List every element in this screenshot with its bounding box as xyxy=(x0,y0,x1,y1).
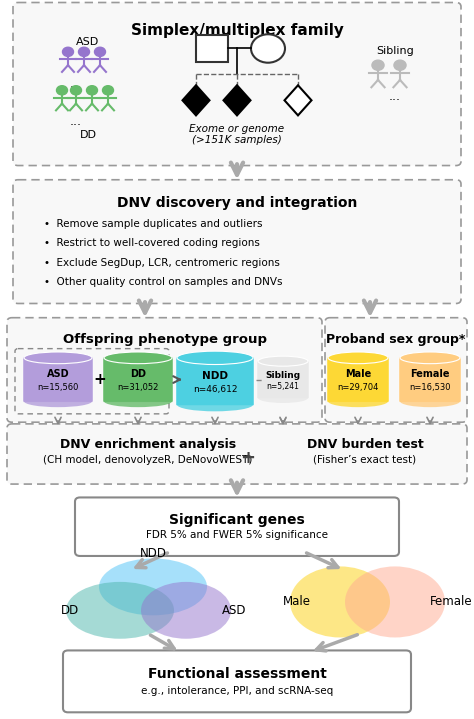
Text: n=16,530: n=16,530 xyxy=(409,383,451,392)
Circle shape xyxy=(102,86,113,95)
FancyBboxPatch shape xyxy=(7,424,467,484)
FancyBboxPatch shape xyxy=(176,357,254,406)
Text: (CH model, denovolyzeR, DeNovoWEST): (CH model, denovolyzeR, DeNovoWEST) xyxy=(43,455,253,464)
Text: n=29,704: n=29,704 xyxy=(337,383,379,392)
Text: Simplex/multiplex family: Simplex/multiplex family xyxy=(130,24,344,38)
FancyBboxPatch shape xyxy=(327,357,389,402)
FancyBboxPatch shape xyxy=(325,318,467,422)
Text: DNV enrichment analysis: DNV enrichment analysis xyxy=(60,438,236,451)
Ellipse shape xyxy=(177,398,253,411)
Circle shape xyxy=(94,47,106,56)
Text: ...: ... xyxy=(389,91,401,104)
Ellipse shape xyxy=(24,352,92,364)
Circle shape xyxy=(79,47,90,56)
Text: e.g., intolerance, PPI, and scRNA-seq: e.g., intolerance, PPI, and scRNA-seq xyxy=(141,685,333,695)
FancyBboxPatch shape xyxy=(103,357,173,402)
Circle shape xyxy=(394,60,406,70)
Text: +: + xyxy=(94,372,106,387)
Polygon shape xyxy=(182,86,210,115)
Text: Male: Male xyxy=(283,595,311,608)
Text: •  Restrict to well-covered coding regions: • Restrict to well-covered coding region… xyxy=(44,238,260,248)
Ellipse shape xyxy=(290,567,390,638)
Ellipse shape xyxy=(99,559,207,615)
Text: Exome or genome
(>151K samples): Exome or genome (>151K samples) xyxy=(190,124,284,145)
FancyBboxPatch shape xyxy=(13,180,461,303)
Circle shape xyxy=(372,60,384,70)
FancyBboxPatch shape xyxy=(75,498,399,556)
Ellipse shape xyxy=(328,352,388,364)
Ellipse shape xyxy=(104,395,172,407)
FancyBboxPatch shape xyxy=(13,2,461,165)
Ellipse shape xyxy=(66,582,174,638)
Ellipse shape xyxy=(400,395,460,407)
Text: •  Remove sample duplicates and outliers: • Remove sample duplicates and outliers xyxy=(44,219,263,229)
FancyBboxPatch shape xyxy=(7,318,322,422)
Polygon shape xyxy=(284,86,311,115)
Text: (Fisher’s exact test): (Fisher’s exact test) xyxy=(313,455,417,464)
Ellipse shape xyxy=(104,352,172,364)
Ellipse shape xyxy=(177,351,253,365)
Text: Offspring phenotype group: Offspring phenotype group xyxy=(63,333,267,346)
Circle shape xyxy=(56,86,67,95)
Text: Significant genes: Significant genes xyxy=(169,513,305,527)
Ellipse shape xyxy=(345,567,445,638)
Circle shape xyxy=(251,35,285,63)
Text: Sibling: Sibling xyxy=(376,46,414,56)
Text: n=15,560: n=15,560 xyxy=(37,383,79,392)
Ellipse shape xyxy=(400,352,460,364)
FancyBboxPatch shape xyxy=(63,651,411,713)
Text: DD: DD xyxy=(80,129,97,139)
Text: Female: Female xyxy=(430,595,472,608)
Polygon shape xyxy=(224,86,250,115)
Text: ...: ... xyxy=(70,115,82,129)
FancyBboxPatch shape xyxy=(399,357,461,402)
Text: •  Exclude SegDup, LCR, centromeric regions: • Exclude SegDup, LCR, centromeric regio… xyxy=(44,257,280,267)
Text: Functional assessment: Functional assessment xyxy=(147,667,327,681)
Text: n=31,052: n=31,052 xyxy=(117,383,159,392)
Text: DD: DD xyxy=(130,370,146,380)
Text: Female: Female xyxy=(410,370,450,380)
Text: n=46,612: n=46,612 xyxy=(193,385,237,394)
FancyBboxPatch shape xyxy=(257,360,309,399)
Ellipse shape xyxy=(258,393,308,403)
Text: FDR 5% and FWER 5% significance: FDR 5% and FWER 5% significance xyxy=(146,530,328,540)
Ellipse shape xyxy=(141,582,231,638)
Circle shape xyxy=(71,86,82,95)
Text: DNV discovery and integration: DNV discovery and integration xyxy=(117,196,357,210)
Text: ASD: ASD xyxy=(222,604,246,617)
Ellipse shape xyxy=(258,356,308,366)
Text: Sibling: Sibling xyxy=(265,371,301,380)
Text: NDD: NDD xyxy=(202,370,228,380)
FancyBboxPatch shape xyxy=(196,35,228,62)
Text: ...: ... xyxy=(70,77,82,90)
Ellipse shape xyxy=(24,395,92,407)
Text: +: + xyxy=(240,449,255,467)
FancyBboxPatch shape xyxy=(23,357,93,402)
Text: ASD: ASD xyxy=(76,37,100,47)
Ellipse shape xyxy=(328,395,388,407)
Text: NDD: NDD xyxy=(139,547,166,560)
Text: ASD: ASD xyxy=(46,370,69,380)
Text: Proband sex group*: Proband sex group* xyxy=(326,333,465,346)
Text: DD: DD xyxy=(61,604,79,617)
Text: n=5,241: n=5,241 xyxy=(266,382,300,390)
Circle shape xyxy=(63,47,73,56)
Circle shape xyxy=(86,86,98,95)
Text: •  Other quality control on samples and DNVs: • Other quality control on samples and D… xyxy=(44,277,283,287)
Text: Male: Male xyxy=(345,370,371,380)
Text: DNV burden test: DNV burden test xyxy=(307,438,423,451)
